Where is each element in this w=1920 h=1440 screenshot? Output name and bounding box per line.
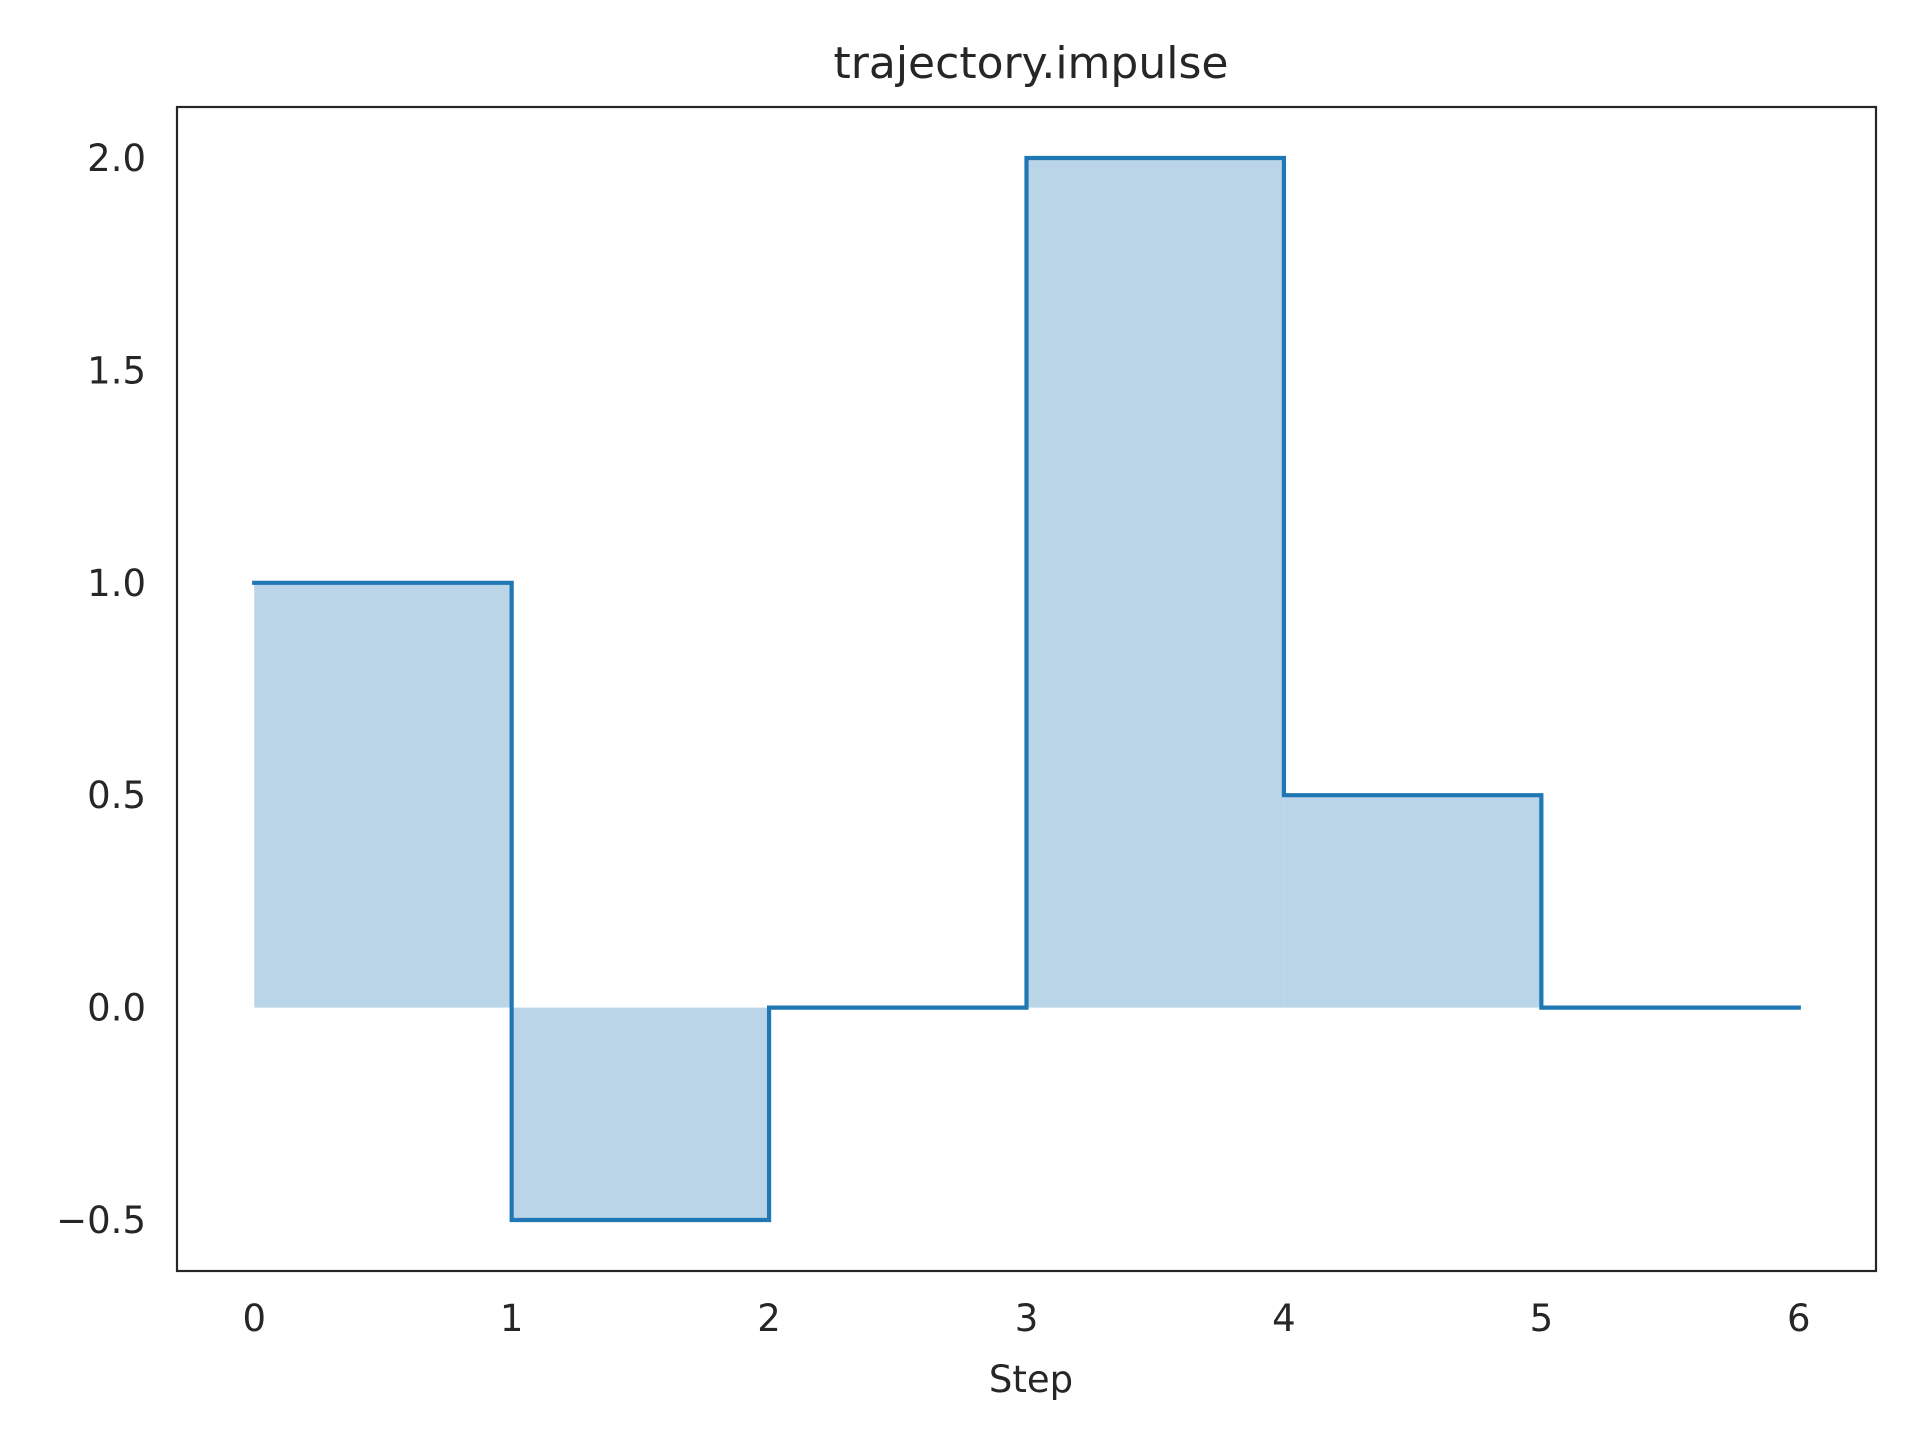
x-tick-label: 6 xyxy=(1787,1297,1811,1340)
x-tick-label: 3 xyxy=(1015,1297,1039,1340)
y-tick-label: −0.5 xyxy=(56,1199,146,1242)
y-tick-label: 2.0 xyxy=(87,137,146,180)
x-tick-label: 2 xyxy=(757,1297,781,1340)
step-fill-segment-1 xyxy=(511,1007,770,1221)
x-tick-label: 4 xyxy=(1272,1297,1296,1340)
plot-area xyxy=(175,105,1878,1273)
y-tick-label: 0.5 xyxy=(87,774,146,817)
x-axis-label: Step xyxy=(989,1358,1073,1401)
y-tick-label: 1.5 xyxy=(87,349,146,392)
step-fill-segment-0 xyxy=(254,582,512,1008)
x-tick-label: 1 xyxy=(500,1297,524,1340)
plot-frame xyxy=(175,105,1878,1273)
x-axis: 0 1 2 3 4 5 6 xyxy=(242,1297,1810,1340)
x-tick-label: 5 xyxy=(1530,1297,1554,1340)
step-fill-segment-3 xyxy=(1026,157,1284,1008)
y-tick-label: 0.0 xyxy=(87,987,146,1030)
y-tick-label: 1.0 xyxy=(87,562,146,605)
x-tick-label: 0 xyxy=(242,1297,266,1340)
step-fill-segment-4 xyxy=(1283,795,1542,1008)
chart-title: trajectory.impulse xyxy=(834,38,1229,89)
step-line-series-0 xyxy=(252,155,1801,1223)
y-axis: −0.5 0.0 0.5 1.0 1.5 2.0 xyxy=(56,137,146,1242)
